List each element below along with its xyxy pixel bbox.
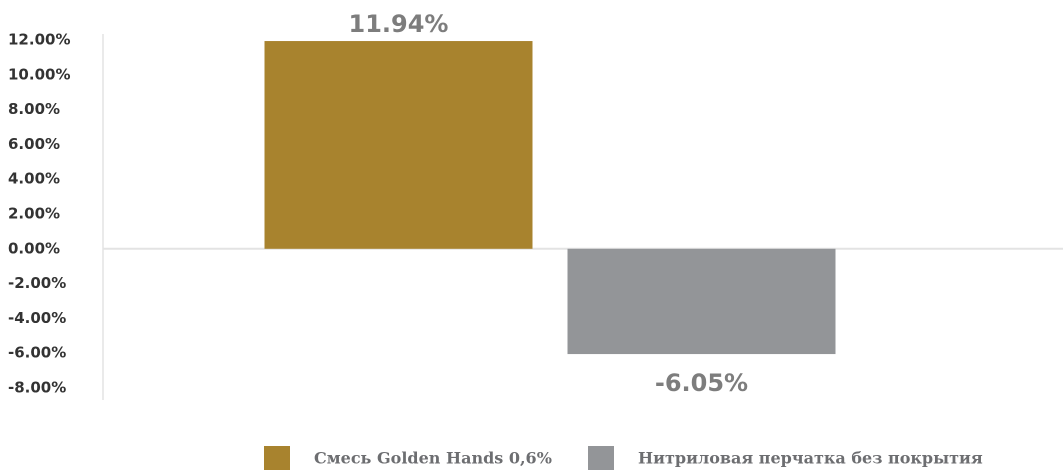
value-label: 11.94%	[349, 10, 449, 38]
y-tick-label: -4.00%	[8, 309, 66, 327]
y-tick-label: -8.00%	[8, 379, 66, 397]
y-tick-label: -6.00%	[8, 344, 66, 362]
y-tick-label: 4.00%	[8, 170, 60, 188]
legend-swatch	[264, 446, 290, 470]
y-tick-label: 2.00%	[8, 205, 60, 223]
bar	[567, 248, 836, 355]
y-tick-label: 6.00%	[8, 135, 60, 153]
y-tick-label: 10.00%	[8, 65, 70, 83]
bar	[264, 41, 533, 249]
legend-label: Смесь Golden Hands 0,6%	[314, 449, 552, 468]
y-tick-label: 8.00%	[8, 100, 60, 118]
legend-swatch	[588, 446, 614, 470]
value-label: -6.05%	[655, 369, 748, 397]
y-tick-label: 12.00%	[8, 31, 70, 49]
legend-label: Нитриловая перчатка без покрытия	[638, 449, 983, 468]
y-tick-label: -2.00%	[8, 274, 66, 292]
y-tick-label: 0.00%	[8, 239, 60, 257]
